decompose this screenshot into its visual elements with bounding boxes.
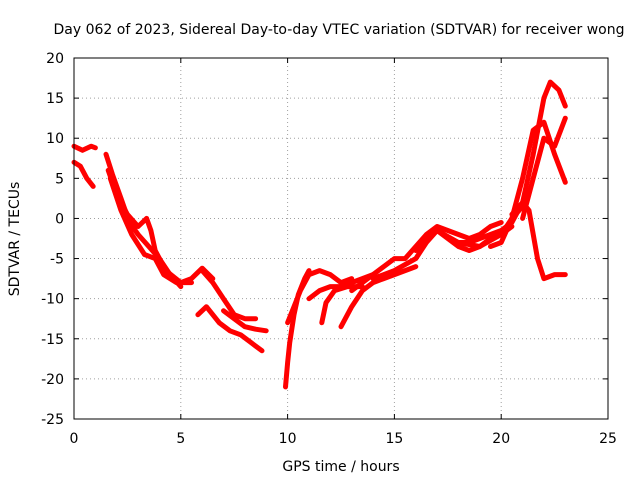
chart-title: Day 062 of 2023, Sidereal Day-to-day VTE… [54, 22, 625, 38]
y-tick-label: 0 [55, 211, 64, 227]
series-arc-2 [71, 143, 98, 153]
series-arc-7 [199, 268, 259, 322]
y-axis-label: SDTVAR / TECUs [7, 182, 23, 297]
y-tick-label: -10 [41, 292, 64, 308]
y-tick-label: 10 [46, 131, 64, 147]
y-tick-label: -5 [50, 252, 64, 268]
x-tick-label: 0 [70, 431, 79, 447]
y-axis-ticks: 20 15 10 5 0 -5 -10 -15 -20 -25 [41, 51, 608, 428]
x-tick-label: 25 [599, 431, 617, 447]
x-tick-label: 10 [279, 431, 297, 447]
series-arc-8 [221, 308, 269, 334]
series-arc-13 [338, 264, 419, 330]
grid [74, 58, 608, 419]
y-tick-label: 5 [55, 171, 64, 187]
y-tick-label: 15 [46, 91, 64, 107]
x-axis-label: GPS time / hours [282, 459, 399, 475]
x-tick-label: 15 [385, 431, 403, 447]
series-arc-18 [488, 119, 568, 249]
y-tick-label: -20 [41, 372, 64, 388]
series-arc-9 [283, 268, 312, 390]
series-arc-6 [195, 304, 265, 354]
series-arc-20 [520, 115, 568, 221]
x-axis-ticks: 0 5 10 15 20 25 [70, 58, 617, 447]
y-tick-label: 20 [46, 51, 64, 67]
series-arc-12 [319, 284, 365, 326]
series-arc-4 [105, 167, 216, 286]
series-layer [71, 79, 568, 390]
series-arc-1 [71, 159, 96, 189]
series-arc-19 [509, 199, 568, 282]
y-tick-label: -25 [41, 412, 64, 428]
x-tick-label: 5 [176, 431, 185, 447]
series-arc-10 [285, 268, 355, 326]
y-tick-label: -15 [41, 332, 64, 348]
series-arc-14 [349, 220, 504, 294]
plot-frame [73, 57, 609, 420]
x-tick-label: 20 [492, 431, 510, 447]
series-arc-17 [456, 79, 568, 245]
series-arc-5 [107, 175, 194, 286]
